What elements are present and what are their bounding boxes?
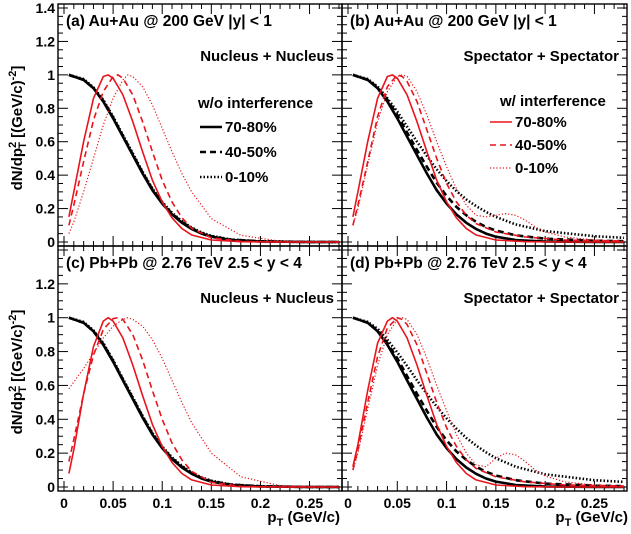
- x-axis-label-right: pT (GeV/c): [555, 509, 628, 529]
- legend-red-title: w/ interference: [499, 93, 606, 110]
- panel-c-subtitle: Nucleus + Nucleus: [200, 290, 334, 307]
- y-tick-label: 0.8: [36, 344, 56, 360]
- y-tick-label: 0.2: [36, 201, 56, 217]
- x-tick-label: 0.05: [384, 495, 411, 511]
- y-tick-label: 0.4: [36, 411, 56, 427]
- panel-c-frame: [57, 245, 343, 492]
- series-black-40-50%-dashed: [352, 73, 625, 243]
- y-tick-label: 0.8: [36, 100, 56, 116]
- y-tick-label: 0.4: [36, 167, 56, 183]
- legend-label-0-10-red: 0-10%: [515, 160, 558, 177]
- y-tick-label: 1.2: [36, 33, 56, 49]
- panel-d-frame: [341, 245, 628, 492]
- series-red-40-50%-dashed: [68, 74, 339, 243]
- panel-b: (b) Au+Au @ 200 GeV |y| < 1 Spectator + S…: [341, 3, 628, 247]
- series-red-70-80%-solid: [352, 316, 624, 488]
- series-black-0-10%-dotted: [68, 316, 339, 489]
- y-tick-label: 0.2: [36, 445, 56, 461]
- panel-b-title: (b) Au+Au @ 200 GeV |y| < 1: [350, 13, 557, 30]
- series-red-40-50%-dashed: [352, 74, 625, 242]
- x-tick-label: 0.05: [99, 495, 126, 511]
- panels-group: 0 0.2 0.4 0.6 0.8 1 1.2 1.4 (a) Au+Au @ 200 GeV …: [36, 0, 628, 511]
- legend-label-40-50-black: 40-50%: [225, 144, 277, 161]
- legend-with-interference: w/ interference 70-80% 40-50% 0-10%: [490, 93, 606, 177]
- x-tick-label: 0.2: [251, 495, 271, 511]
- series-red-0-10%-dotted: [352, 74, 625, 242]
- legend-label-70-80-black: 70-80%: [225, 119, 277, 136]
- series-black-0-10%-dotted: [352, 316, 625, 484]
- series-black-70-80%-solid: [352, 316, 624, 489]
- y-tick-label: 0: [47, 479, 55, 495]
- x-tick-label: 0.15: [198, 495, 225, 511]
- x-tick-label: 0.1: [152, 495, 172, 511]
- panel-a: 0 0.2 0.4 0.6 0.8 1 1.2 1.4 (a) Au+Au @ 200 GeV …: [36, 0, 343, 250]
- series-red-70-80%-solid: [68, 316, 339, 488]
- series-black-40-50%-dashed: [352, 316, 625, 488]
- panel-d: 0 0.05 0.1 0.15 0.2 0.25 (d) Pb+Pb @ 2.76 TeV …: [341, 245, 628, 511]
- x-tick-label: 0.25: [296, 495, 323, 511]
- legend-label-0-10-black: 0-10%: [225, 169, 268, 186]
- series-black-0-10%-dotted: [352, 73, 625, 240]
- series-black-40-50%-dashed: [68, 316, 339, 489]
- y-tick-label: 1: [47, 67, 55, 83]
- series-red-40-50%-dashed: [352, 316, 625, 487]
- panel-d-subtitle: Spectator + Spectator: [464, 290, 620, 307]
- series-red-0-10%-dotted: [68, 74, 340, 243]
- series-black-70-80%-solid: [68, 316, 339, 489]
- series-red-40-50%-dashed: [68, 316, 339, 488]
- panel-a-title: (a) Au+Au @ 200 GeV |y| < 1: [66, 13, 272, 30]
- x-tick-label: 0.1: [437, 495, 457, 511]
- x-tick-label: 0.2: [535, 495, 555, 511]
- series-red-0-10%-dotted: [68, 317, 340, 488]
- y-axis-label-bottom: dN/dp2T [(GeV/c)-2]: [7, 310, 29, 435]
- x-tick-label: 0: [60, 495, 68, 511]
- y-tick-label: 1.2: [36, 276, 56, 292]
- legend-without-interference: w/o interference 70-80% 40-50% 0-10%: [197, 95, 313, 186]
- panel-c-title: (c) Pb+Pb @ 2.76 TeV 2.5 < y < 4: [66, 255, 302, 272]
- y-tick-label: 0.6: [36, 377, 56, 393]
- panel-a-frame: [57, 3, 343, 247]
- y-tick-label: 0.6: [36, 134, 56, 150]
- y-axis-label-top: dN/dp2T [(GeV/c)-2]: [7, 66, 29, 191]
- legend-label-40-50-red: 40-50%: [515, 137, 567, 154]
- y-tick-label: 1.4: [36, 0, 56, 16]
- legend-label-70-80-red: 70-80%: [515, 114, 567, 131]
- x-tick-label: 0.15: [482, 495, 509, 511]
- panel-d-title: (d) Pb+Pb @ 2.76 TeV 2.5 < y < 4: [350, 255, 587, 272]
- y-tick-label: 0: [47, 234, 55, 250]
- series-red-0-10%-dotted: [352, 317, 625, 487]
- y-tick-label: 1: [47, 310, 55, 326]
- x-tick-label: 0: [344, 495, 352, 511]
- panel-a-subtitle: Nucleus + Nucleus: [200, 48, 334, 65]
- series-red-70-80%-solid: [352, 74, 624, 243]
- x-axis-label-left: pT (GeV/c): [267, 509, 340, 529]
- legend-black-title: w/o interference: [197, 95, 313, 112]
- x-tick-label: 0.25: [581, 495, 608, 511]
- panel-c: 0 0.2 0.4 0.6 0.8 1 1.2 0 0.05 0.1 0.15 0.2 0.25 (c) …: [36, 245, 343, 511]
- series-red-70-80%-solid: [68, 74, 339, 243]
- panel-b-subtitle: Spectator + Spectator: [464, 48, 620, 65]
